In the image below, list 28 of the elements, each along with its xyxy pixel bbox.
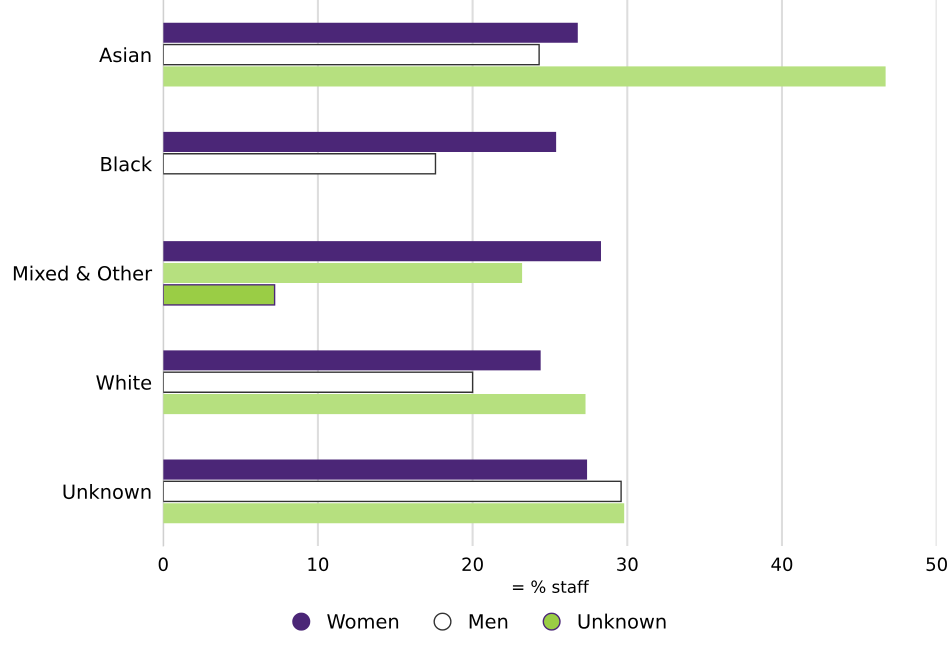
bar: [163, 44, 540, 66]
x-tick-label: 0: [158, 557, 168, 572]
bar: [163, 284, 276, 306]
x-tick-label: 30: [617, 557, 638, 572]
bar: [163, 503, 624, 524]
bar: [163, 371, 474, 393]
x-tick-label: 40: [771, 557, 792, 572]
y-tick-label: Asian: [99, 47, 150, 62]
bar: [163, 460, 588, 480]
bar: [163, 480, 622, 502]
legend-label: Men: [470, 614, 508, 629]
bar: [163, 394, 586, 414]
bar: [163, 66, 886, 86]
legend-label: Women: [327, 614, 398, 629]
x-tick-label: 20: [462, 557, 483, 572]
x-axis-title: = % staff: [512, 580, 590, 594]
x-tick-label: 10: [308, 557, 328, 572]
legend-label: Unknown: [578, 614, 666, 629]
y-tick-label: Mixed & Other: [14, 266, 152, 281]
y-tick-label: White: [96, 374, 152, 390]
bar: [163, 22, 578, 43]
bar: [163, 241, 601, 262]
y-tick-label: Black: [101, 156, 152, 172]
x-tick-label: 50: [926, 557, 947, 572]
bar: [163, 153, 436, 175]
y-tick-label: Unknown: [64, 484, 150, 500]
bar: [163, 132, 556, 152]
bar: [163, 350, 541, 370]
